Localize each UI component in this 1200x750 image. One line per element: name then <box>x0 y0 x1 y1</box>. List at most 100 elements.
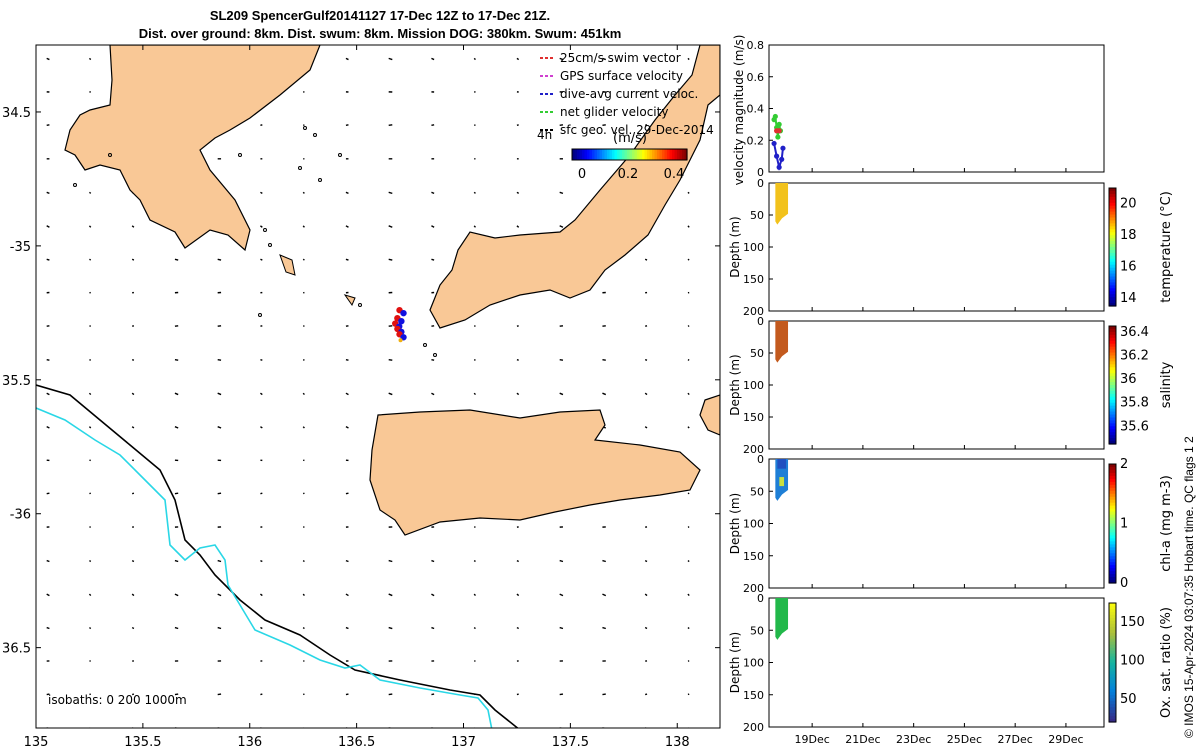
colorbar-segment <box>614 149 618 160</box>
depth-colorbar-segment <box>1109 267 1116 272</box>
depth-colorbar-segment <box>1109 361 1116 365</box>
salinity-panel: 0 50 100 150 200 Depth (m) 35.6 35.8 36 36.2 36.4 s… <box>728 315 1174 456</box>
colorbar-segment <box>587 149 591 160</box>
velocity-arrow <box>559 191 564 195</box>
velocity-arrow <box>88 593 92 597</box>
velocity-arrow <box>217 258 222 261</box>
velocity-arrow <box>559 593 564 597</box>
depth-colorbar-segment <box>1109 190 1116 195</box>
velocity-y-label: velocity magnitude (m/s) <box>732 35 746 186</box>
depth-colorbar-segment <box>1109 686 1116 690</box>
depth-colorbar-segment <box>1109 387 1116 392</box>
depth-colorbar-tick-label: 35.6 <box>1120 419 1149 434</box>
depth-colorbar-frame <box>1108 187 1117 307</box>
depth-colorbar-segment <box>1109 331 1116 336</box>
depth-colorbar-segment <box>1109 605 1116 610</box>
colorbar-segment <box>599 149 603 160</box>
depth-colorbar-segment <box>1109 698 1116 702</box>
velocity-arrow <box>46 225 50 228</box>
depth-tick-label: 0 <box>757 177 764 190</box>
velocity-arrow <box>174 593 179 597</box>
depth-colorbar-segment <box>1109 550 1116 554</box>
depth-colorbar-segment <box>1109 484 1116 489</box>
velocity-arrow <box>46 626 50 630</box>
track-end-marker <box>398 338 403 343</box>
depth-colorbar-segment <box>1109 408 1116 413</box>
velocity-arrow <box>345 57 349 61</box>
velocity-arrow <box>431 559 435 563</box>
depth-colorbar-segment <box>1109 659 1116 664</box>
depth-tick-label: 200 <box>743 443 764 456</box>
map-x-tick-label: 136.5 <box>338 735 375 750</box>
velocity-arrow <box>260 225 263 228</box>
depth-colorbar-segment <box>1109 285 1116 289</box>
depth-colorbar-segment <box>1109 303 1116 307</box>
depth-colorbar-segment <box>1109 328 1116 333</box>
velocity-arrow <box>644 626 648 630</box>
velocity-arrow <box>217 559 222 563</box>
velocity-arrow <box>89 560 92 563</box>
velocity-arrow <box>473 560 476 563</box>
velocity-arrow <box>131 225 135 228</box>
depth-tick-label: 50 <box>750 209 764 222</box>
depth-colorbar-segment <box>1109 641 1116 646</box>
depth-colorbar-segment <box>1109 574 1116 578</box>
velocity-point <box>780 145 786 151</box>
velocity-arrow <box>431 225 435 228</box>
velocity-arrow <box>302 627 305 630</box>
depth-colorbar-segment <box>1109 481 1116 486</box>
velocity-arrow <box>559 559 564 563</box>
depth-colorbar-segment <box>1109 343 1116 348</box>
colorbar-label: (m/s) <box>613 131 647 146</box>
velocity-arrow <box>46 57 50 61</box>
depth-colorbar-segment <box>1109 493 1116 498</box>
isobath-1000m <box>36 407 493 728</box>
legend-label: 25cm/s swim vector <box>560 51 681 65</box>
depth-colorbar-segment <box>1109 653 1116 658</box>
depth-colorbar-segment <box>1109 620 1116 625</box>
depth-colorbar-segment <box>1109 261 1116 266</box>
depth-colorbar-segment <box>1109 499 1116 504</box>
colorbar-tick-label: 0 <box>578 167 586 182</box>
depth-colorbar-segment <box>1109 517 1116 522</box>
depth-colorbar-segment <box>1109 719 1116 723</box>
velocity-arrow <box>644 559 648 563</box>
kangaroo-island <box>369 409 701 536</box>
depth-colorbar-tick-label: 100 <box>1120 654 1145 669</box>
depth-colorbar-tick-label: 20 <box>1120 197 1137 212</box>
velocity-arrow <box>516 191 520 194</box>
depth-colorbar-tick-label: 50 <box>1120 692 1137 707</box>
depth-colorbar-segment <box>1109 680 1116 684</box>
time-tick-label: 29Dec <box>1048 733 1083 746</box>
colorbar-segment <box>612 149 616 160</box>
depth-colorbar-segment <box>1109 291 1116 295</box>
velocity-y-tick-label: 0.6 <box>747 71 765 84</box>
depth-colorbar-segment <box>1109 490 1116 495</box>
islet <box>73 183 77 187</box>
depth-colorbar-segment <box>1109 665 1116 670</box>
depth-colorbar-segment <box>1109 475 1116 480</box>
depth-tick-label: 200 <box>743 721 764 734</box>
depth-colorbar-segment <box>1109 270 1116 275</box>
depth-colorbar-segment <box>1109 249 1116 254</box>
glider-track <box>392 306 407 343</box>
depth-colorbar-segment <box>1109 432 1116 436</box>
velocity-arrow <box>131 392 135 396</box>
depth-colorbar-segment <box>1109 617 1116 622</box>
track-point-blue <box>400 309 407 317</box>
velocity-arrow <box>388 258 393 261</box>
velocity-y-tick-label: 0.8 <box>747 39 765 52</box>
depth-colorbar-segment <box>1109 692 1116 696</box>
depth-tick-label: 200 <box>743 305 764 318</box>
velocity-arrow <box>559 626 564 630</box>
depth-colorbar-segment <box>1109 644 1116 649</box>
time-tick-label: 25Dec <box>947 733 982 746</box>
depth-colorbar-segment <box>1109 214 1116 219</box>
depth-colorbar-segment <box>1109 511 1116 516</box>
depth-colorbar-segment <box>1109 568 1116 572</box>
colorbar-segment <box>577 149 581 160</box>
velocity-arrow <box>602 559 606 563</box>
velocity-arrow <box>644 258 648 261</box>
depth-colorbar-segment <box>1109 417 1116 421</box>
